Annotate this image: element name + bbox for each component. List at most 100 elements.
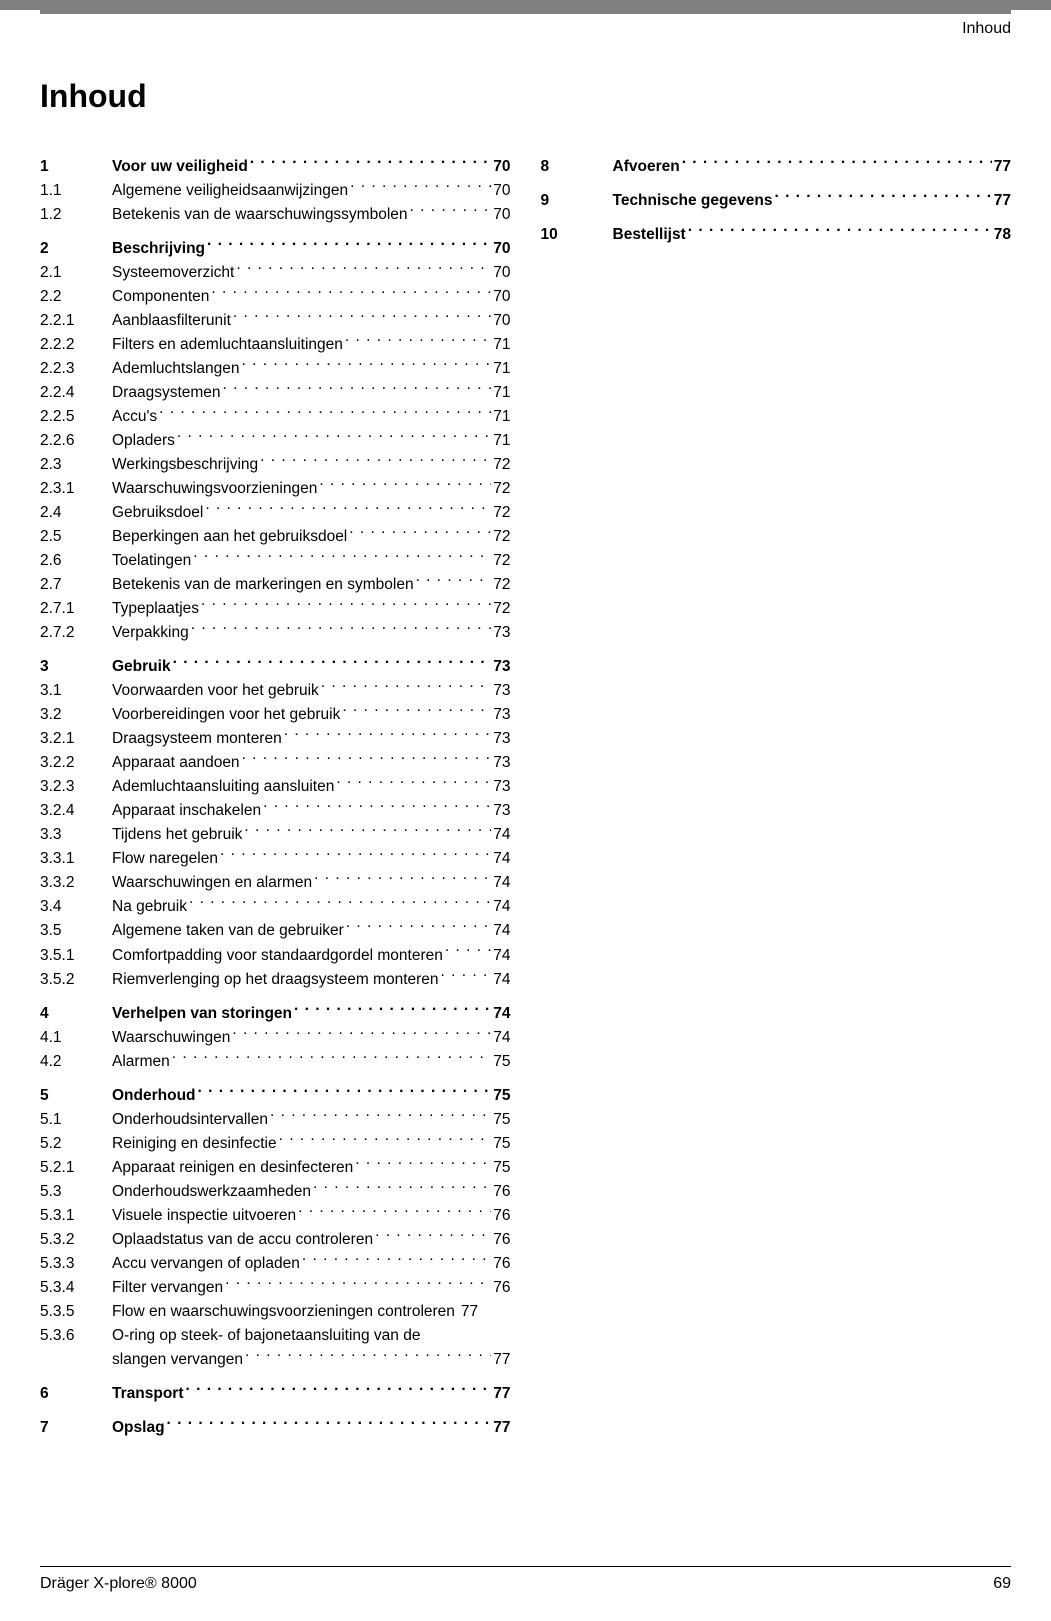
toc-entry: 5.3.3Accu vervangen of opladen76	[40, 1252, 511, 1276]
toc-title-text: Afvoeren	[613, 155, 680, 179]
toc-entry: 2.2.4Draagsystemen71	[40, 381, 511, 405]
page-title: Inhoud	[40, 78, 1011, 115]
toc-leader-dots	[242, 358, 492, 374]
toc-entry: 5.3.2Oplaadstatus van de accu controlere…	[40, 1228, 511, 1252]
toc-number: 2.7	[40, 573, 112, 597]
toc-title-text: Bestellijst	[613, 223, 686, 247]
toc-page-number: 77	[994, 189, 1011, 213]
toc-entry: 3.2.1Draagsysteem monteren73	[40, 727, 511, 751]
document-page: Inhoud Inhoud 1Voor uw veiligheid701.1Al…	[0, 10, 1051, 1621]
toc-page-number: 77	[994, 155, 1011, 179]
toc-number: 3.3.2	[40, 871, 112, 895]
toc-title-text: Draagsystemen	[112, 381, 221, 405]
toc-leader-dots	[355, 1156, 491, 1172]
toc-page-number: 76	[493, 1252, 510, 1276]
toc-separator	[40, 227, 511, 237]
toc-title-text: Voor uw veiligheid	[112, 155, 248, 179]
toc-leader-dots	[201, 598, 491, 614]
toc-entry: 3.3.2Waarschuwingen en alarmen74	[40, 871, 511, 895]
toc-page-number: 70	[493, 285, 510, 309]
toc-number: 3.3.1	[40, 847, 112, 871]
toc-title-text: Accu vervangen of opladen	[112, 1252, 300, 1276]
toc-title-text: Onderhoudsintervallen	[112, 1108, 268, 1132]
toc-number: 2.2	[40, 285, 112, 309]
toc-number: 1.2	[40, 203, 112, 227]
toc-number: 3	[40, 655, 112, 679]
toc-leader-dots	[294, 1002, 491, 1018]
toc-title-text: Filter vervangen	[112, 1276, 223, 1300]
toc-title-text: Apparaat inschakelen	[112, 799, 261, 823]
toc-number: 1.1	[40, 179, 112, 203]
toc-leader-dots	[211, 286, 491, 302]
toc-title-text: Toelatingen	[112, 549, 191, 573]
toc-page-number: 73	[493, 679, 510, 703]
toc-entry: 3.2Voorbereidingen voor het gebruik73	[40, 703, 511, 727]
toc-leader-dots	[345, 334, 491, 350]
toc-title-text: Betekenis van de markeringen en symbolen	[112, 573, 414, 597]
toc-page-number: 77	[493, 1348, 510, 1372]
toc-page-number: 71	[493, 381, 510, 405]
toc-title-text: slangen vervangen	[112, 1348, 243, 1372]
toc-title-text: Aanblaasfilterunit	[112, 309, 231, 333]
toc-entry: 2.2.2Filters en ademluchtaansluitingen71	[40, 333, 511, 357]
toc-leader-dots	[244, 824, 491, 840]
toc-page-number: 76	[493, 1180, 510, 1204]
toc-entry: 2.3Werkingsbeschrijving72	[40, 453, 511, 477]
toc-entry: 2.7Betekenis van de markeringen en symbo…	[40, 573, 511, 597]
toc-page-number: 72	[493, 453, 510, 477]
toc-entry: 10Bestellijst78	[541, 223, 1012, 247]
toc-title-text: Apparaat aandoen	[112, 751, 240, 775]
toc-leader-dots	[688, 224, 992, 240]
toc-leader-dots	[263, 800, 491, 816]
toc-page-number: 73	[493, 655, 510, 679]
toc-page-number: 72	[493, 597, 510, 621]
toc-title-text: Gebruiksdoel	[112, 501, 203, 525]
toc-number: 3.2.4	[40, 799, 112, 823]
toc-title-text: Opslag	[112, 1416, 165, 1440]
toc-title-text: Componenten	[112, 285, 209, 309]
toc-entry: 3.1Voorwaarden voor het gebruik73	[40, 679, 511, 703]
toc-number: 3.1	[40, 679, 112, 703]
toc-page-number: 76	[493, 1228, 510, 1252]
toc-number: 2.2.2	[40, 333, 112, 357]
toc-entry: 5.2.1Apparaat reinigen en desinfecteren7…	[40, 1156, 511, 1180]
toc-leader-dots	[350, 180, 491, 196]
toc-page-number: 71	[493, 405, 510, 429]
toc-title-text: Draagsysteem monteren	[112, 727, 282, 751]
toc-title-text: Riemverlenging op het draagsysteem monte…	[112, 968, 439, 992]
toc-entry: 5.3.1Visuele inspectie uitvoeren76	[40, 1204, 511, 1228]
toc-number: 3.5.1	[40, 944, 112, 968]
toc-page-number: 73	[493, 775, 510, 799]
toc-leader-dots	[225, 1276, 491, 1292]
toc-page-number: 73	[493, 703, 510, 727]
toc-page-number: 74	[493, 871, 510, 895]
toc-leader-dots	[189, 896, 491, 912]
toc-separator	[541, 213, 1012, 223]
toc-entry: 3.2.3Ademluchtaansluiting aansluiten73	[40, 775, 511, 799]
toc-page-number: 72	[493, 501, 510, 525]
toc-page-number: 75	[493, 1132, 510, 1156]
toc-leader-dots	[260, 454, 491, 470]
toc-number: 3.2.3	[40, 775, 112, 799]
toc-number: 3.5.2	[40, 968, 112, 992]
toc-page-number: 75	[493, 1156, 510, 1180]
toc-left-column: 1Voor uw veiligheid701.1Algemene veiligh…	[40, 155, 511, 1440]
toc-number: 5.3.2	[40, 1228, 112, 1252]
toc-leader-dots	[319, 478, 491, 494]
toc-leader-dots	[342, 704, 491, 720]
toc-entry: 3.5.2Riemverlenging op het draagsysteem …	[40, 968, 511, 992]
toc-number: 4	[40, 1002, 112, 1026]
toc-entry: 2.7.2Verpakking73	[40, 621, 511, 645]
toc-entry: 2.7.1Typeplaatjes72	[40, 597, 511, 621]
toc-entry: 3.3.1Flow naregelen74	[40, 847, 511, 871]
toc-page-number: 70	[493, 179, 510, 203]
toc-entry-multiline: 5.3.6O-ring op steek- of bajonetaansluit…	[40, 1324, 511, 1372]
toc-leader-dots	[349, 526, 491, 542]
toc-page-number: 77	[493, 1382, 510, 1406]
toc-leader-dots	[172, 1050, 492, 1066]
toc-entry: 5.3Onderhoudswerkzaamheden76	[40, 1180, 511, 1204]
toc-number: 4.1	[40, 1026, 112, 1050]
toc-leader-dots	[236, 262, 491, 278]
toc-entry: 2.6Toelatingen72	[40, 549, 511, 573]
toc-title-text: Apparaat reinigen en desinfecteren	[112, 1156, 353, 1180]
